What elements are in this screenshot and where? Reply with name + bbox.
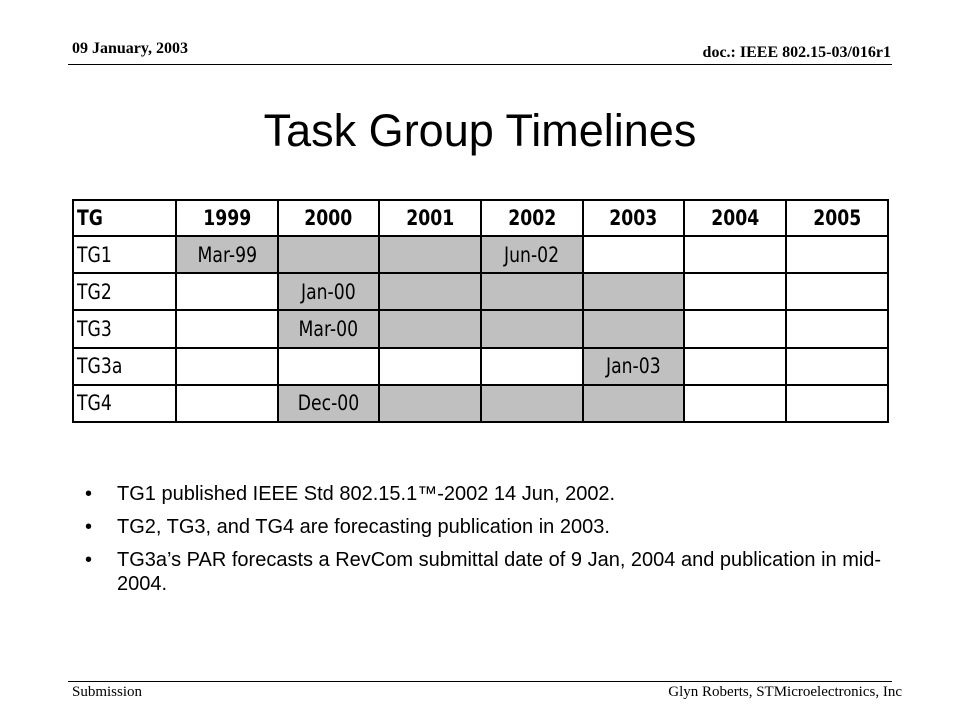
- header-date: 09 January, 2003: [72, 40, 189, 57]
- column-header: 2002: [480, 199, 584, 237]
- footer-author: Glyn Roberts, STMicroelectronics, Inc: [668, 684, 902, 700]
- timeline-cell: [378, 234, 483, 275]
- timeline-cell: Jan-00: [276, 272, 381, 312]
- timeline-cell: [785, 309, 889, 349]
- timeline-cell: [785, 272, 889, 312]
- column-header: 2000: [276, 199, 381, 237]
- header-doc-id: doc.: IEEE 802.15-03/016r1: [702, 44, 891, 61]
- column-header: TG: [72, 199, 177, 237]
- timeline-cell: [175, 309, 279, 349]
- timeline-cell: [683, 346, 788, 386]
- bullet-list: • TG1 published IEEE Std 802.15.1™-2002 1…: [85, 482, 885, 605]
- timeline-cell: [581, 309, 686, 349]
- timeline-cell: Jun-02: [480, 234, 584, 275]
- bullet-glyph: •: [85, 483, 93, 505]
- timeline-cell: [683, 272, 788, 312]
- timeline-table: TG 1999 2000 2001 2002 2003 2004 2005 TG…: [72, 199, 889, 424]
- timeline-cell: [683, 234, 788, 275]
- timeline-cell: [175, 383, 279, 424]
- timeline-cell: Dec-00: [276, 383, 381, 424]
- column-header: 2001: [378, 199, 483, 237]
- task-group-label: TG3: [72, 309, 177, 349]
- task-group-label: TG2: [72, 272, 177, 312]
- timeline-cell: [785, 234, 889, 275]
- bullet-item: • TG2, TG3, and TG4 are forecasting publi…: [85, 515, 885, 539]
- column-header: 2005: [785, 199, 889, 237]
- bullet-glyph: •: [85, 516, 93, 538]
- timeline-cell: [480, 383, 584, 424]
- footer-submission: Submission: [72, 684, 143, 700]
- slide-title: Task Group Timelines: [263, 105, 697, 156]
- timeline-cell: [378, 272, 483, 312]
- timeline-cell: Jan-03: [581, 346, 686, 386]
- bullet-item: • TG1 published IEEE Std 802.15.1™-2002 1…: [85, 482, 885, 506]
- timeline-cell: [378, 383, 483, 424]
- task-group-label: TG4: [72, 383, 177, 424]
- timeline-cell: [581, 234, 686, 275]
- table-row: TG3a Jan-03: [72, 346, 889, 386]
- bullet-text: TG3a’s PAR forecasts a RevCom submittal …: [117, 549, 882, 595]
- timeline-cell: [480, 346, 584, 386]
- timeline-cell: [785, 383, 889, 424]
- timeline-cell: Mar-00: [276, 309, 381, 349]
- table-row: TG2 Jan-00: [72, 272, 889, 312]
- bullet-glyph: •: [85, 549, 93, 571]
- column-header: 1999: [175, 199, 279, 237]
- timeline-cell: [785, 346, 889, 386]
- header-divider: [68, 64, 892, 65]
- timeline-cell: [480, 309, 584, 349]
- footer-divider: [68, 681, 892, 682]
- table-row: TG4 Dec-00: [72, 383, 889, 424]
- timeline-cell: [581, 272, 686, 312]
- task-group-label: TG3a: [72, 346, 177, 386]
- timeline-cell: [378, 346, 483, 386]
- bullet-text: TG1 published IEEE Std 802.15.1™-2002 14…: [117, 483, 616, 505]
- timeline-cell: [276, 346, 381, 386]
- timeline-cell: [276, 234, 381, 275]
- timeline-cell: [683, 309, 788, 349]
- timeline-cell: [175, 272, 279, 312]
- timeline-cell: [581, 383, 686, 424]
- table-row: TG3 Mar-00: [72, 309, 889, 349]
- timeline-cell: [480, 272, 584, 312]
- column-header: 2003: [581, 199, 686, 237]
- table-row: TG1 Mar-99 Jun-02: [72, 234, 889, 275]
- bullet-text: TG2, TG3, and TG4 are forecasting public…: [117, 516, 610, 538]
- task-group-label: TG1: [72, 234, 177, 275]
- timeline-cell: [175, 346, 279, 386]
- timeline-cell: Mar-99: [175, 234, 279, 275]
- bullet-item: • TG3a’s PAR forecasts a RevCom submittal…: [85, 548, 885, 596]
- column-header: 2004: [683, 199, 788, 237]
- timeline-cell: [378, 309, 483, 349]
- table-header-row: TG 1999 2000 2001 2002 2003 2004 2005: [72, 199, 889, 237]
- timeline-cell: [683, 383, 788, 424]
